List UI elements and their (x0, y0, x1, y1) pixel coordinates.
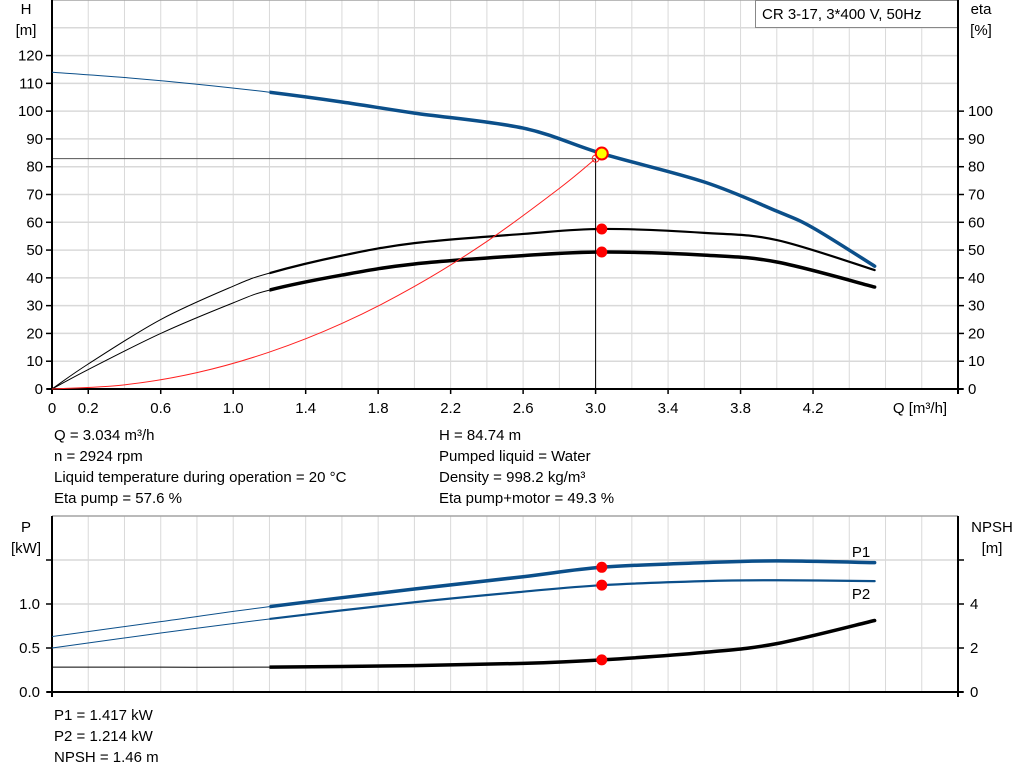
p-tick-label: 0.5 (19, 640, 40, 657)
x-tick-label: 0.2 (78, 400, 99, 417)
npsh-tick-label: 4 (970, 596, 978, 613)
y2-tick-label: 30 (968, 298, 985, 315)
info-p2: P2 = 1.214 kW (54, 728, 153, 745)
head-curve (269, 90, 877, 268)
npsh-axis-label: NPSH (971, 519, 1013, 536)
y-tick-label: 120 (18, 48, 43, 65)
legend-box (755, 0, 958, 28)
info-speed: n = 2924 rpm (54, 448, 143, 465)
p1-curve (269, 559, 877, 609)
info-top-left: Q = 3.034 m³/h n = 2924 rpm Liquid tempe… (54, 425, 346, 509)
y-tick-label: 70 (26, 187, 43, 204)
y2-tick-label: 70 (968, 187, 985, 204)
npsh-axis-unit: [m] (982, 540, 1003, 557)
npsh-curve (269, 618, 877, 669)
info-bottom: P1 = 1.417 kW P2 = 1.214 kW NPSH = 1.46 … (54, 705, 159, 768)
p-tick-label: 1.0 (19, 596, 40, 613)
legend-box-label: CR 3-17, 3*400 V, 50Hz (762, 6, 922, 23)
x-tick-label: 1.4 (295, 400, 316, 417)
y-tick-label: 110 (19, 75, 43, 92)
y2-tick-label: 0 (968, 381, 976, 398)
eta-pump-motor-curve-extrapolated (51, 289, 270, 390)
x-tick-label: 3.4 (658, 400, 679, 417)
x-tick-label: 3.0 (585, 400, 606, 417)
eta-pump-curve (269, 227, 876, 275)
x-tick-label: 0 (48, 400, 56, 417)
info-pumped-liquid: Pumped liquid = Water (439, 448, 591, 465)
y-tick-label: 20 (26, 325, 43, 342)
p1-label: P1 (852, 544, 870, 561)
y2-tick-label: 80 (968, 159, 985, 176)
x-tick-label: 4.2 (803, 400, 824, 417)
y-tick-label: 90 (26, 131, 43, 148)
npsh-tick-label: 2 (970, 640, 978, 657)
y2-tick-label: 40 (968, 270, 985, 287)
y-axis-unit: [m] (16, 22, 37, 39)
y-axis-label: H (21, 1, 32, 18)
y2-tick-label: 20 (968, 325, 985, 342)
y-tick-label: 30 (26, 298, 43, 315)
eta-duty-point (596, 246, 608, 258)
y-tick-label: 40 (26, 270, 43, 287)
y-tick-label: 60 (26, 214, 43, 231)
duty-point (594, 146, 609, 161)
p1-curve-extrapolated (51, 606, 270, 638)
y-tick-label: 100 (18, 103, 43, 120)
info-liquid-temperature: Liquid temperature during operation = 20… (54, 469, 347, 486)
p-tick-label: 0.0 (19, 684, 40, 701)
p2-curve (269, 579, 876, 621)
x-tick-label: 2.2 (440, 400, 461, 417)
info-head: H = 84.74 m (439, 427, 522, 444)
info-eta-pump-motor: Eta pump+motor = 49.3 % (439, 490, 615, 507)
eta-pump-motor-curve (269, 250, 877, 292)
info-p1: P1 = 1.417 kW (54, 707, 153, 724)
info-npsh: NPSH = 1.46 m (54, 749, 159, 766)
info-density: Density = 998.2 kg/m³ (439, 469, 586, 486)
info-flow: Q = 3.034 m³/h (54, 427, 155, 444)
p2-curve-extrapolated (51, 618, 270, 649)
y2-tick-label: 90 (968, 131, 985, 148)
p-axis-unit: [kW] (11, 540, 41, 557)
y-tick-label: 50 (26, 242, 43, 259)
x-tick-label: 2.6 (513, 400, 534, 417)
info-top-right: H = 84.74 m Pumped liquid = Water Densit… (439, 425, 614, 509)
npsh-duty-point (596, 654, 608, 666)
x-tick-label: 3.8 (730, 400, 751, 417)
y2-tick-label: 60 (968, 214, 985, 231)
y2-tick-label: 100 (968, 103, 993, 120)
info-eta-pump: Eta pump = 57.6 % (54, 490, 182, 507)
y2-tick-label: 10 (968, 353, 985, 370)
eta-pump-curve-extrapolated (51, 272, 270, 390)
x-tick-label: 0.6 (150, 400, 171, 417)
eta-duty-point (596, 223, 608, 235)
y-tick-label: 10 (26, 353, 43, 370)
p1-duty-point (596, 561, 608, 573)
npsh-curve-extrapolated (51, 666, 270, 668)
p-axis-label: P (21, 519, 31, 536)
y2-axis-label: eta (971, 1, 993, 18)
y2-tick-label: 50 (968, 242, 985, 259)
x-tick-label: 1.0 (223, 400, 244, 417)
x-axis-label: Q [m³/h] (893, 400, 947, 417)
p2-duty-point (596, 579, 608, 591)
head-curve-extrapolated (51, 71, 270, 93)
y-tick-label: 0 (35, 381, 43, 398)
y-tick-label: 80 (26, 159, 43, 176)
p2-label: P2 (852, 586, 870, 603)
y2-axis-unit: [%] (970, 22, 992, 39)
x-tick-label: 1.8 (368, 400, 389, 417)
system-curve (51, 158, 596, 390)
npsh-tick-label: 0 (970, 684, 978, 701)
